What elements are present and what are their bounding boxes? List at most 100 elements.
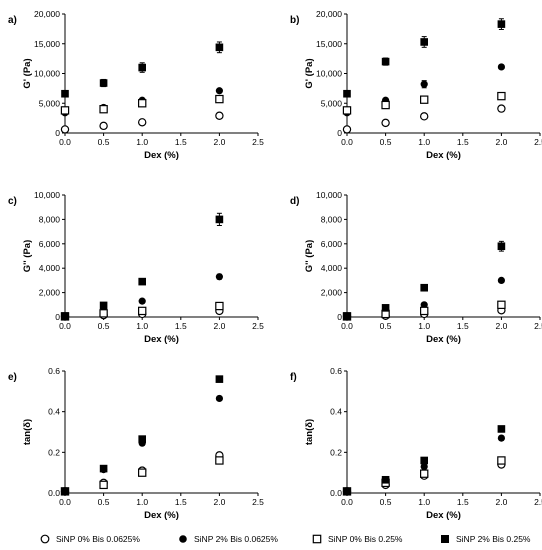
x-tick-label: 2.5 (252, 497, 264, 507)
legend-item-filled-circle: SiNP 2% Bis 0.0625% (178, 534, 278, 544)
y-axis-title: tan(δ) (22, 419, 33, 445)
data-point (215, 111, 224, 120)
y-axis-title: tan(δ) (304, 419, 315, 445)
series-open-circle (60, 111, 224, 134)
x-tick-label: 2.0 (495, 137, 507, 147)
x-tick-label: 0.0 (341, 321, 353, 331)
y-tick-label: 6,000 (321, 239, 343, 249)
data-point (99, 309, 108, 318)
data-point (99, 79, 108, 87)
data-point (497, 20, 506, 28)
x-tick-label: 1.0 (418, 321, 430, 331)
data-point (497, 456, 506, 465)
x-tick-label: 1.0 (136, 137, 148, 147)
series-open-square (342, 91, 506, 115)
legend-item-open-square: SiNP 0% Bis 0.25% (312, 534, 403, 544)
y-tick-label: 8,000 (321, 214, 343, 224)
y-tick-label: 4,000 (39, 263, 61, 273)
y-tick-label: 2,000 (39, 288, 61, 298)
x-tick-label: 2.0 (213, 497, 225, 507)
x-tick-label: 0.0 (341, 137, 353, 147)
legend-label: SiNP 2% Bis 0.0625% (194, 534, 278, 544)
x-tick-label: 2.5 (252, 137, 264, 147)
x-tick-label: 0.0 (341, 497, 353, 507)
panel-label: d) (290, 196, 299, 207)
x-tick-label: 1.5 (175, 321, 187, 331)
y-tick-label: 2,000 (321, 288, 343, 298)
x-tick-label: 1.0 (136, 321, 148, 331)
data-point (381, 118, 390, 128)
x-axis-title: Dex (%) (144, 150, 179, 161)
series-filled-circle (343, 434, 505, 495)
data-point (61, 312, 69, 320)
data-point (215, 273, 223, 281)
filled-circle-icon (179, 535, 187, 543)
y-tick-label: 0.0 (48, 488, 60, 498)
data-point (138, 277, 146, 286)
data-point (99, 104, 108, 114)
y-tick-label: 5,000 (321, 98, 343, 108)
y-tick-label: 20,000 (34, 9, 60, 19)
data-point (420, 469, 429, 478)
panel-label: e) (8, 372, 17, 383)
series-filled-square (61, 41, 224, 98)
panel-label: f) (290, 372, 297, 383)
x-tick-label: 2.5 (534, 321, 542, 331)
y-tick-label: 0.6 (48, 366, 60, 376)
series-filled-square (61, 212, 224, 320)
data-point (497, 91, 506, 101)
legend-item-open-circle: SiNP 0% Bis 0.0625% (40, 534, 140, 544)
x-tick-label: 1.0 (136, 497, 148, 507)
series-filled-square (343, 425, 506, 496)
data-point (343, 312, 351, 320)
x-tick-label: 0.5 (98, 137, 110, 147)
y-tick-label: 0.2 (330, 447, 342, 457)
series-open-square (60, 456, 224, 496)
y-tick-label: 6,000 (39, 239, 61, 249)
data-point (215, 94, 224, 104)
y-tick-label: 10,000 (34, 69, 60, 79)
legend-label: SiNP 0% Bis 0.0625% (56, 534, 140, 544)
y-axis-title: G'' (Pa) (304, 240, 315, 273)
x-tick-label: 2.0 (213, 321, 225, 331)
y-axis-title: G' (Pa) (22, 58, 33, 88)
data-point (420, 38, 428, 46)
series-open-circle (342, 104, 506, 134)
chart-panel-b: 0.0 0.5 1.0 1.5 2.0 2.5 0 5,000 10,000 15,000 20,0… (290, 9, 542, 161)
open-circle-icon (40, 534, 50, 544)
data-point (381, 57, 390, 66)
series-filled-circle (343, 63, 505, 117)
data-point (381, 100, 390, 110)
y-tick-label: 5,000 (39, 98, 61, 108)
data-point (497, 425, 506, 433)
y-tick-label: 10,000 (316, 190, 342, 200)
x-tick-label: 0.5 (98, 321, 110, 331)
x-tick-label: 1.5 (457, 497, 469, 507)
y-tick-label: 4,000 (321, 263, 343, 273)
data-point (420, 80, 428, 88)
x-axis-title: Dex (%) (426, 334, 461, 345)
data-point (420, 306, 429, 316)
x-axis-title: Dex (%) (426, 510, 461, 521)
data-point (61, 487, 69, 496)
data-point (497, 434, 505, 442)
data-point (381, 475, 390, 484)
data-point (99, 301, 108, 310)
y-tick-label: 20,000 (316, 9, 342, 19)
x-tick-label: 1.5 (457, 321, 469, 331)
data-point (343, 89, 351, 98)
data-point (138, 63, 146, 72)
x-axis-title: Dex (%) (144, 510, 179, 521)
y-tick-label: 10,000 (316, 69, 342, 79)
x-tick-label: 2.5 (534, 497, 542, 507)
y-tick-label: 0.6 (330, 366, 342, 376)
data-point (497, 276, 505, 284)
x-tick-label: 1.5 (175, 497, 187, 507)
y-axis-title: G'' (Pa) (22, 240, 33, 273)
data-point (420, 456, 428, 465)
data-point (138, 468, 147, 477)
chart-panel-a: 0.0 0.5 1.0 1.5 2.0 2.5 0 5,000 10,000 15,000 20,0… (8, 9, 264, 161)
data-point (342, 125, 352, 134)
x-tick-label: 0.0 (59, 321, 71, 331)
panel-label: a) (8, 15, 17, 26)
